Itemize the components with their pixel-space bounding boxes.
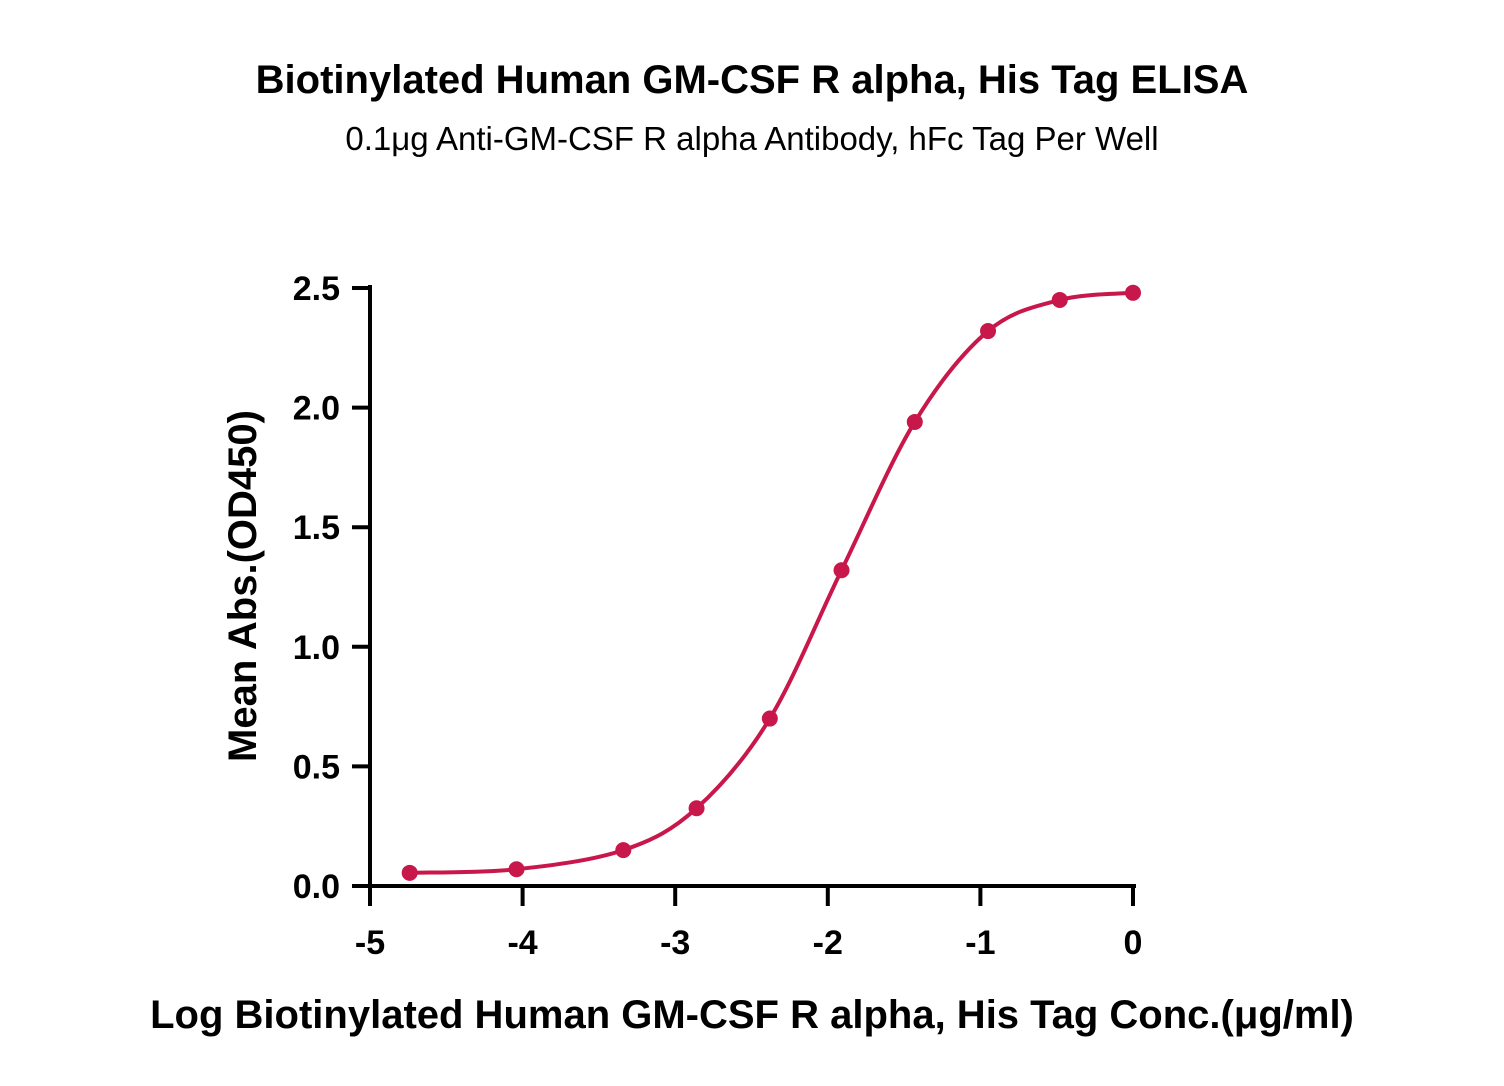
y-axis-title: Mean Abs.(OD450) [221,410,265,762]
y-tick-label: 1.5 [293,509,340,547]
data-point [761,710,778,727]
data-point [1051,291,1068,308]
x-tick-label: -5 [355,924,385,962]
y-tick-label: 2.5 [293,270,340,308]
data-point [688,800,705,817]
y-tick-label: 2.0 [293,390,340,428]
x-tick-label: -2 [813,924,843,962]
y-tick-label: 0.0 [293,868,340,906]
data-point [1125,284,1141,301]
y-tick-label: 0.5 [293,748,340,786]
chart-title: Biotinylated Human GM-CSF R alpha, His T… [256,58,1249,102]
data-point [615,842,632,859]
x-tick-label: -3 [660,924,690,962]
chart-subtitle: 0.1μg Anti-GM-CSF R alpha Antibody, hFc … [345,120,1158,157]
x-tick-label: -4 [507,924,537,962]
data-point [401,864,418,881]
y-axis-ticks: 0.0 0.5 1.0 1.5 2.0 2.5 [293,270,370,906]
data-point [833,562,850,579]
x-tick-label: 0 [1124,924,1143,962]
x-axis-title: Log Biotinylated Human GM-CSF R alpha, H… [150,993,1354,1037]
data-point [906,413,923,430]
y-tick-label: 1.0 [293,629,340,667]
data-points [401,284,1141,881]
fit-curve [409,290,1134,875]
data-point [980,323,997,340]
data-point [508,861,525,878]
x-axis-ticks: -5 -4 -3 -2 -1 0 [355,886,1143,962]
x-tick-label: -1 [965,924,995,962]
